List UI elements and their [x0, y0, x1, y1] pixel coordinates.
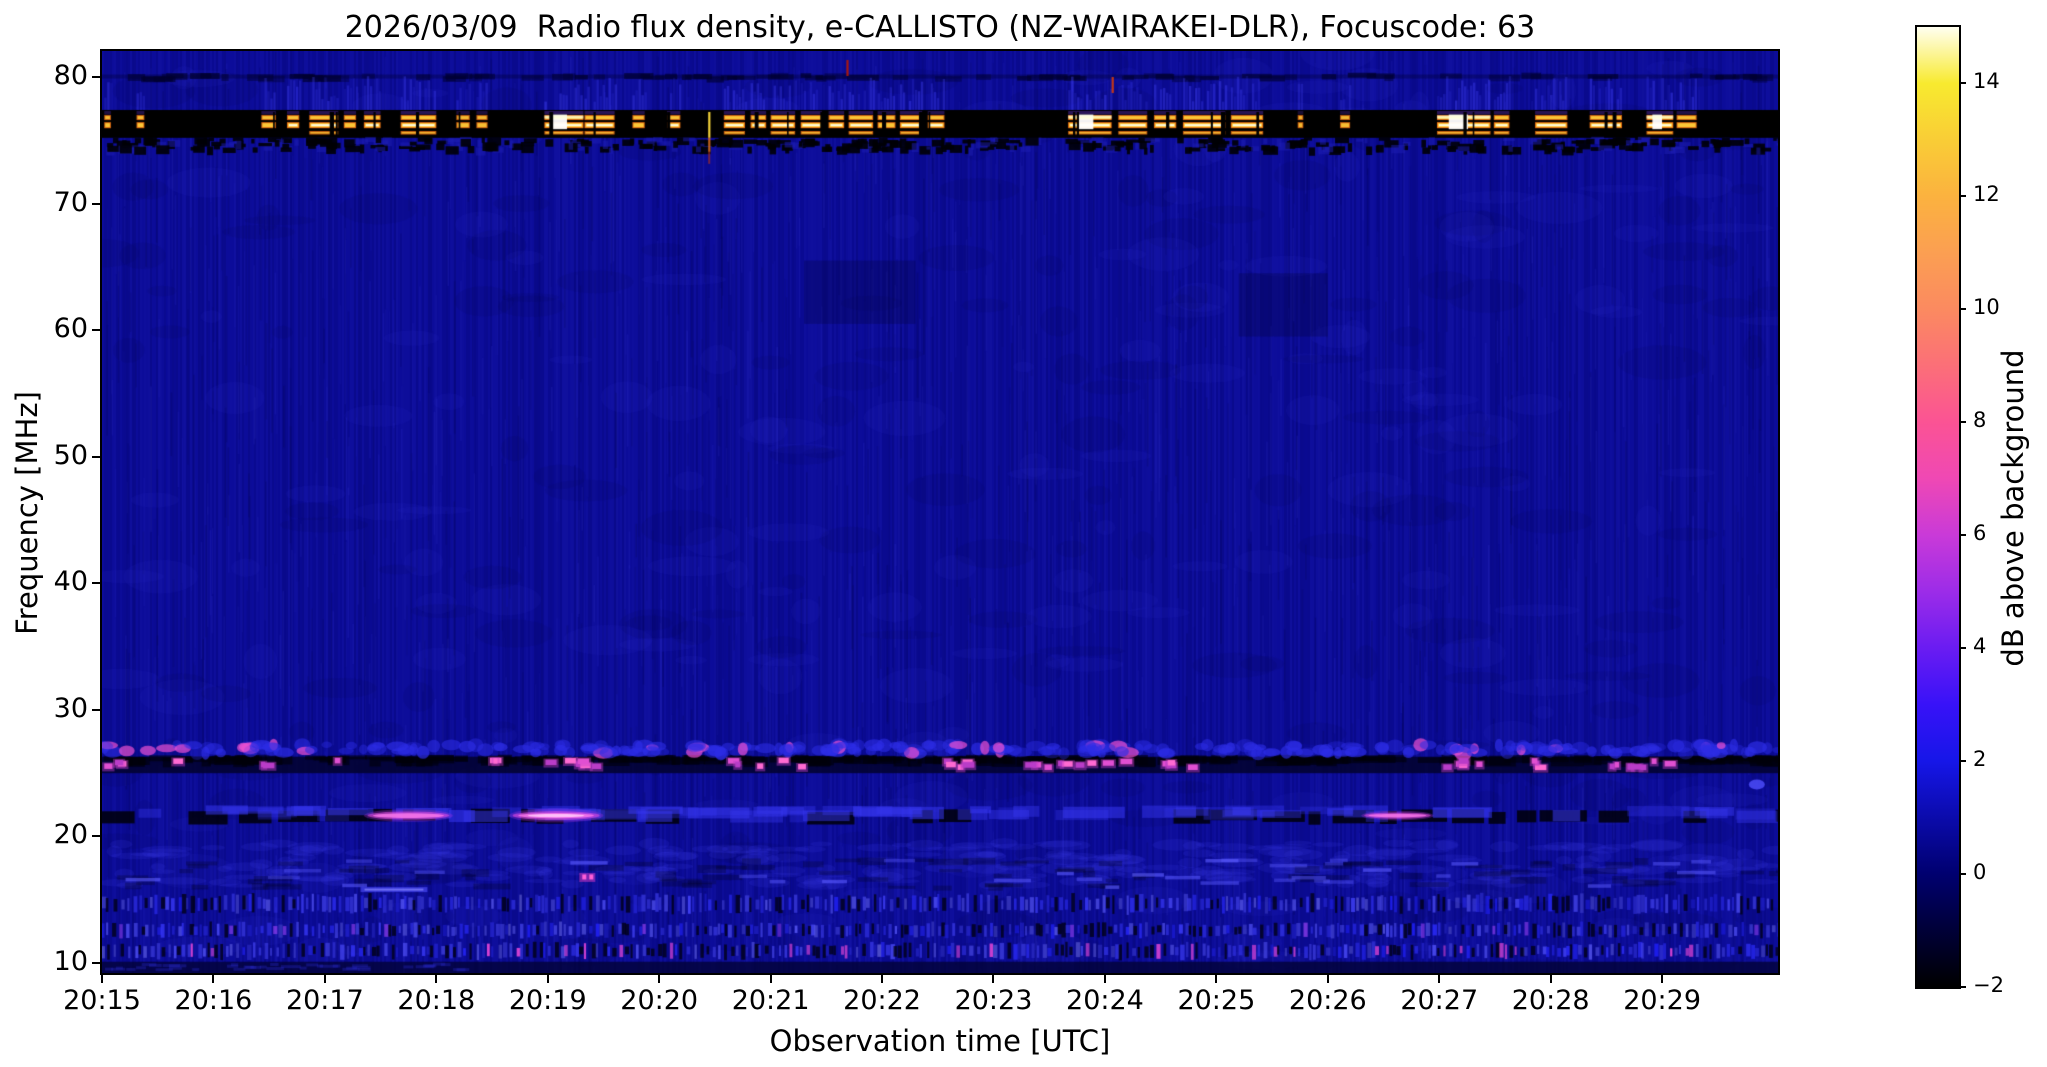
colorbar-tick-label: 2: [1973, 747, 1987, 772]
plot-area: [100, 49, 1780, 975]
y-tick: [92, 202, 100, 205]
y-tick: [92, 76, 100, 79]
y-tick-label: 40: [53, 566, 88, 598]
x-tick-label: 20:17: [285, 985, 364, 1016]
x-tick-label: 20:15: [63, 985, 141, 1016]
colorbar-tick-label: 8: [1973, 408, 1987, 433]
y-axis-label: Frequency [MHz]: [10, 391, 44, 635]
x-tick-label: 20:25: [1177, 985, 1256, 1016]
x-axis-label: Observation time [UTC]: [769, 1024, 1111, 1058]
colorbar-tick: [1959, 421, 1966, 424]
x-tick-label: 20:20: [620, 985, 699, 1016]
colorbar-tick: [1959, 534, 1966, 537]
colorbar-tick-label: −2: [1973, 973, 2004, 997]
x-tick-label: 20:19: [508, 985, 587, 1016]
plot-title: 2026/03/09 Radio flux density, e-CALLIST…: [344, 10, 1536, 45]
colorbar-tick: [1959, 986, 1966, 988]
spectrogram-canvas: [102, 51, 1778, 973]
x-tick-label: 20:21: [731, 985, 810, 1016]
colorbar-tick: [1959, 82, 1966, 85]
y-tick-label: 10: [53, 946, 88, 977]
y-tick: [92, 708, 100, 711]
y-tick: [92, 329, 100, 332]
x-tick-label: 20:18: [397, 985, 476, 1016]
colorbar-tick: [1959, 647, 1966, 650]
x-tick: [1549, 975, 1552, 983]
colorbar-tick-label: 10: [1973, 295, 2000, 320]
colorbar-tick-label: 14: [1973, 69, 2000, 94]
x-tick: [769, 975, 772, 983]
x-tick: [546, 975, 549, 983]
colorbar: [1915, 25, 1961, 989]
colorbar-tick: [1959, 308, 1966, 311]
x-tick: [1326, 975, 1329, 983]
y-tick-label: 70: [53, 186, 88, 218]
y-tick: [92, 455, 100, 458]
x-tick: [1438, 975, 1441, 983]
y-tick-label: 50: [53, 439, 88, 471]
y-tick: [92, 835, 100, 838]
colorbar-tick: [1959, 873, 1966, 876]
colorbar-tick-label: 12: [1973, 182, 2000, 207]
x-tick: [1661, 975, 1664, 983]
x-tick: [101, 975, 103, 983]
x-tick-label: 20:29: [1623, 985, 1701, 1016]
x-tick: [323, 975, 326, 983]
colorbar-tick-label: 0: [1973, 860, 1987, 885]
x-tick-label: 20:28: [1511, 985, 1590, 1016]
colorbar-tick: [1959, 195, 1966, 198]
x-tick-label: 20:27: [1400, 985, 1479, 1016]
x-tick-label: 20:22: [843, 985, 921, 1016]
y-tick-label: 80: [53, 60, 88, 92]
x-tick: [212, 975, 215, 983]
x-tick-label: 20:23: [954, 985, 1033, 1016]
y-tick-label: 20: [53, 819, 88, 851]
x-tick-label: 20:16: [174, 985, 253, 1016]
colorbar-tick-label: 4: [1973, 634, 1987, 659]
y-tick-label: 60: [53, 313, 88, 345]
x-tick: [992, 975, 995, 983]
x-tick: [658, 975, 661, 983]
y-tick-label: 30: [53, 692, 88, 724]
colorbar-tick-label: 6: [1973, 521, 1987, 546]
x-tick: [881, 975, 884, 983]
x-tick-label: 20:24: [1066, 985, 1144, 1016]
y-tick: [92, 582, 100, 585]
x-tick: [435, 975, 438, 983]
x-tick-label: 20:26: [1288, 985, 1367, 1016]
x-tick: [1103, 975, 1106, 983]
colorbar-label: dB above background: [1996, 349, 2030, 667]
x-tick: [1215, 975, 1218, 983]
colorbar-tick: [1959, 760, 1966, 763]
y-tick: [92, 962, 100, 964]
